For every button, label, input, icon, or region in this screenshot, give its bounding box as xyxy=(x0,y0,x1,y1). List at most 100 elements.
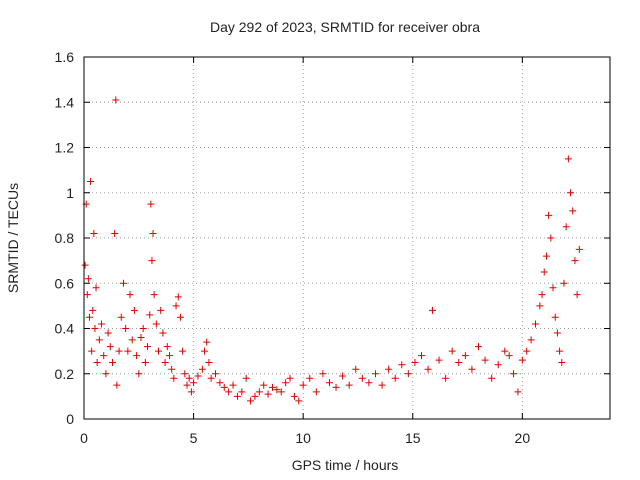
data-point xyxy=(144,343,152,351)
y-tick-label: 1.4 xyxy=(55,94,75,110)
data-point xyxy=(510,370,518,378)
data-point xyxy=(87,177,95,185)
data-point xyxy=(190,379,198,387)
data-point xyxy=(442,374,450,382)
data-point xyxy=(113,381,121,389)
data-point xyxy=(170,374,178,382)
data-point xyxy=(475,343,482,351)
data-point xyxy=(163,343,171,351)
data-point xyxy=(229,381,237,389)
data-point xyxy=(306,374,314,382)
data-point xyxy=(91,325,99,332)
data-point xyxy=(325,379,333,387)
data-point xyxy=(549,284,557,292)
data-point xyxy=(264,390,272,398)
data-point xyxy=(411,358,419,366)
chart-title: Day 292 of 2023, SRMTID for receiver obr… xyxy=(210,19,480,35)
data-point xyxy=(277,388,285,396)
data-point xyxy=(187,388,195,396)
data-point xyxy=(115,347,123,355)
data-point xyxy=(148,257,156,265)
data-point xyxy=(424,365,432,373)
data-point xyxy=(564,155,572,163)
data-point xyxy=(268,383,276,391)
data-point xyxy=(398,361,406,369)
data-point xyxy=(558,358,566,366)
data-point xyxy=(108,358,116,366)
data-point xyxy=(161,358,169,366)
data-point xyxy=(545,211,553,219)
y-tick-label: 0 xyxy=(66,411,74,427)
data-point xyxy=(404,370,412,378)
data-point xyxy=(147,200,155,208)
data-point xyxy=(141,358,149,366)
data-point xyxy=(185,374,193,382)
data-point xyxy=(181,370,189,378)
data-point xyxy=(573,291,581,299)
x-tick-label: 5 xyxy=(190,430,198,446)
y-tick-label: 1.2 xyxy=(55,140,75,156)
data-point xyxy=(205,358,213,366)
data-point xyxy=(531,320,539,328)
data-point xyxy=(152,320,160,328)
data-point xyxy=(260,381,268,389)
data-point xyxy=(286,374,294,382)
data-point xyxy=(547,234,555,242)
data-point xyxy=(494,361,502,369)
data-point xyxy=(157,306,165,314)
data-point xyxy=(159,329,167,337)
data-point xyxy=(290,392,298,400)
data-points xyxy=(81,96,583,405)
y-axis-label: SRMTID / TECUs xyxy=(5,183,21,293)
data-point xyxy=(378,381,386,389)
data-point xyxy=(207,374,215,382)
data-point xyxy=(551,313,559,321)
data-point xyxy=(448,347,456,355)
data-point xyxy=(81,261,89,269)
data-point xyxy=(198,365,206,373)
data-point xyxy=(124,347,132,355)
data-point xyxy=(88,347,96,355)
data-point xyxy=(92,284,100,292)
data-point xyxy=(130,306,138,314)
data-point xyxy=(100,352,108,360)
data-point xyxy=(95,336,103,344)
data-point xyxy=(139,325,147,332)
data-point xyxy=(137,334,145,342)
data-point xyxy=(428,306,436,314)
data-point xyxy=(203,338,211,346)
data-point xyxy=(238,388,246,396)
data-point xyxy=(149,229,157,237)
y-tick-label: 0.2 xyxy=(55,366,75,382)
axis-ticks: 0 0.2 0.4 0.6 0.8 1 1.2 1.4 1.6 0 5 10 15 20 xyxy=(55,49,610,446)
data-point xyxy=(104,329,112,337)
data-point xyxy=(225,388,233,396)
data-point xyxy=(295,397,303,405)
data-point xyxy=(365,379,373,387)
data-point xyxy=(93,358,101,366)
grid-lines xyxy=(84,57,610,419)
data-point xyxy=(135,370,143,378)
data-point xyxy=(468,365,476,373)
x-tick-label: 0 xyxy=(80,430,88,446)
data-point xyxy=(567,189,575,197)
data-point xyxy=(233,392,241,400)
data-point xyxy=(371,370,379,378)
data-point xyxy=(391,374,399,382)
data-point xyxy=(102,370,110,378)
data-point xyxy=(569,207,577,215)
data-point xyxy=(385,365,393,373)
data-point xyxy=(518,356,526,364)
data-point xyxy=(332,383,340,391)
y-tick-label: 0.4 xyxy=(55,321,75,337)
data-point xyxy=(542,252,550,260)
data-point xyxy=(179,347,187,355)
data-point xyxy=(527,336,535,344)
data-point xyxy=(90,229,98,237)
data-point xyxy=(339,372,347,380)
data-point xyxy=(183,381,191,389)
data-point xyxy=(435,356,443,364)
data-point xyxy=(220,383,228,391)
data-point xyxy=(538,291,546,299)
data-point xyxy=(168,365,176,373)
